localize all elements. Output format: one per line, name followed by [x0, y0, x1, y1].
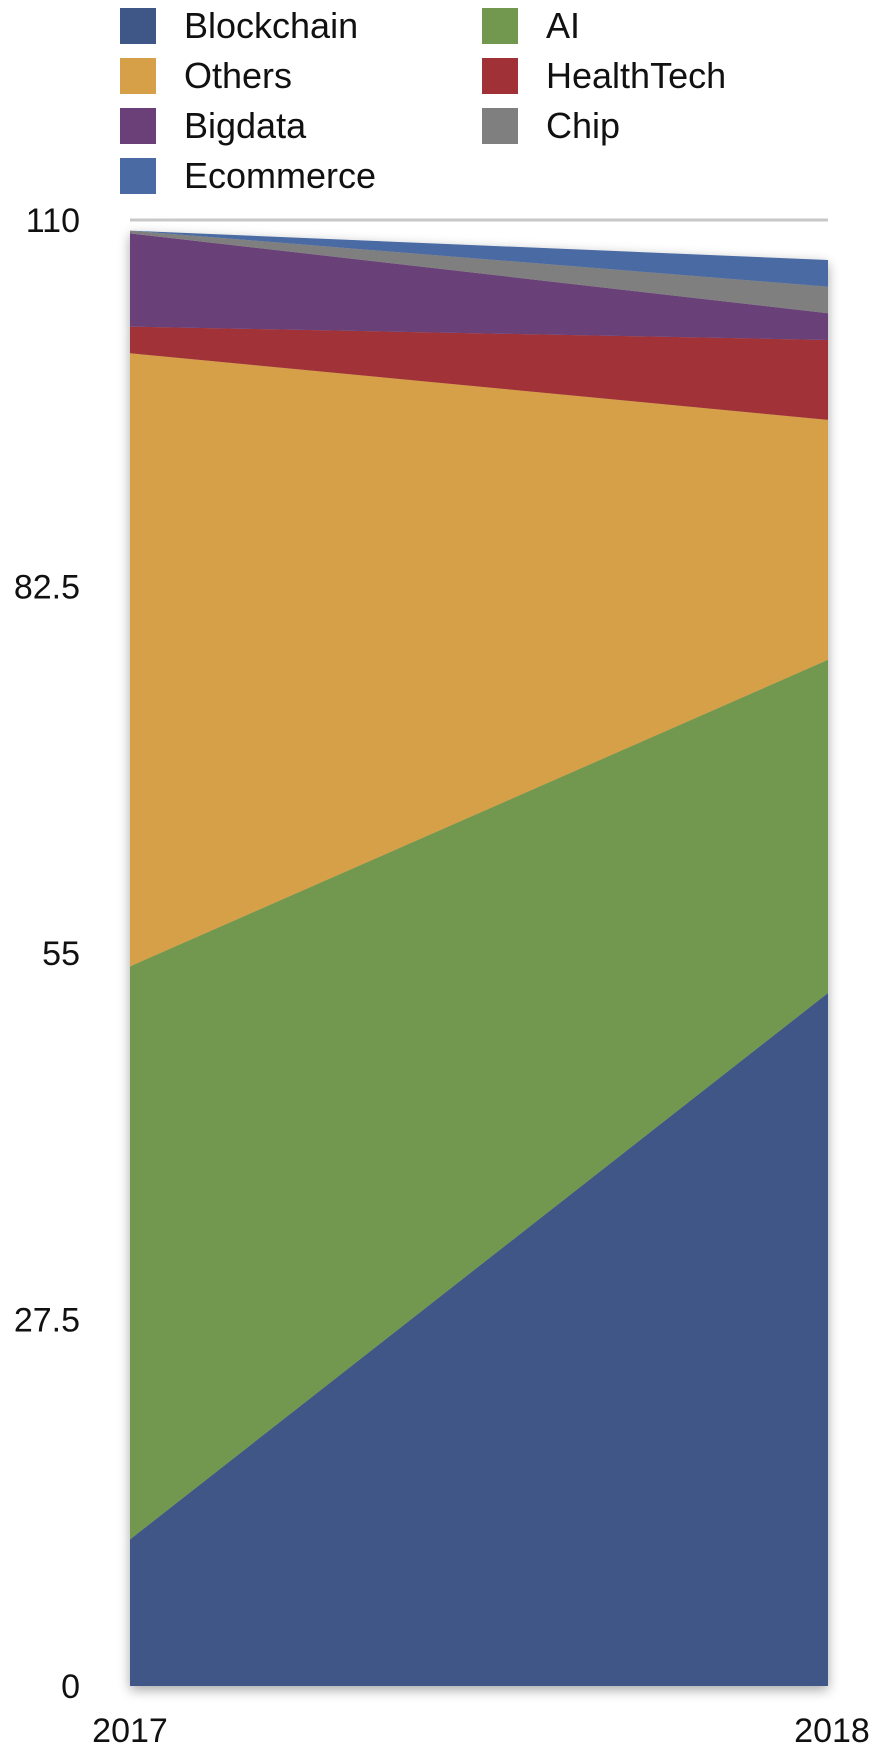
legend-item: Chip [482, 105, 621, 146]
area-chip [130, 230, 828, 314]
legend-item: HealthTech [482, 55, 727, 96]
legend-label: Ecommerce [184, 155, 377, 196]
legend-label: HealthTech [546, 55, 727, 96]
legend-swatch [120, 58, 156, 94]
area-healthtech [130, 326, 828, 420]
legend-swatch [482, 58, 518, 94]
legend-label: Others [184, 55, 293, 96]
legend-swatch [482, 108, 518, 144]
legend-item: Bigdata [120, 105, 307, 146]
legend-item: Ecommerce [120, 155, 377, 196]
x-tick-label: 2017 [92, 1712, 168, 1750]
legend-swatch [120, 8, 156, 44]
x-tick-label: 2018 [794, 1712, 870, 1750]
area-others [130, 353, 828, 967]
legend-label: Chip [546, 105, 621, 146]
legend-label: Bigdata [184, 105, 307, 146]
legend-swatch [120, 158, 156, 194]
y-tick-label: 0 [61, 1668, 80, 1706]
y-tick-label: 82.5 [14, 569, 80, 607]
area-bigdata [130, 233, 828, 340]
legend-label: AI [546, 5, 581, 46]
area-ai [130, 659, 828, 1540]
legend: Blockchain Others Bigdata Ecommerce AI Health… [0, 0, 878, 200]
series-areas [130, 230, 828, 1686]
area-blockchain [130, 992, 828, 1686]
area-ecommerce [130, 230, 828, 287]
legend-item: Blockchain [120, 5, 359, 46]
legend-swatch [482, 8, 518, 44]
y-tick-label: 55 [42, 935, 80, 973]
legend-item: Others [120, 55, 293, 96]
y-tick-label: 27.5 [14, 1302, 80, 1340]
legend-swatch [120, 108, 156, 144]
legend-label: Blockchain [184, 5, 359, 46]
legend-item: AI [482, 5, 581, 46]
y-axis: 0 27.5 55 82.5 110 [14, 202, 80, 1706]
y-tick-label: 110 [26, 202, 80, 240]
x-axis: 2017 2018 [92, 1712, 870, 1750]
